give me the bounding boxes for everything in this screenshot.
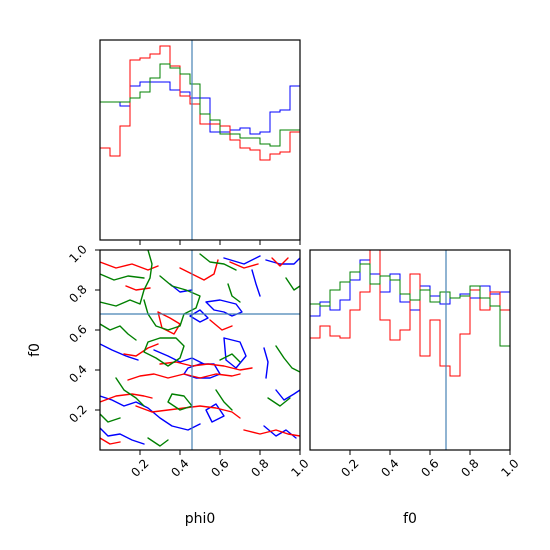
contour-series-2-line [271, 257, 289, 267]
phi0-histogram-ticks [139, 240, 301, 245]
contour-series-3-line [100, 413, 121, 423]
contour-series-3-line [275, 345, 300, 373]
contour-series-2-line [157, 311, 181, 335]
f0-histogram-frame [309, 249, 511, 451]
f0-y-axis-label: f0 [27, 343, 43, 357]
contour-series-1-line [223, 255, 261, 265]
contour-series-2-line [100, 393, 153, 403]
f0-histogram-series-2 [310, 249, 510, 377]
contour-series-1-line [251, 269, 261, 297]
contour-series-1-line [223, 337, 247, 369]
contour-series-3-line [215, 389, 233, 411]
contour-series-1-line [100, 343, 139, 361]
contour-series-2-line [209, 319, 233, 331]
contour-series-3-line [115, 377, 145, 407]
contour-series-3-line [227, 283, 241, 303]
contour-series-2-line [127, 373, 241, 381]
contour-series-1-line [275, 389, 300, 401]
phi0-x-axis-label: phi0 [185, 511, 216, 527]
contour-series-3-line [219, 353, 241, 363]
phi0-f0-contour-panel: 0.2 0.4 0.6 0.8 1.0 0.20.40.60.81.0 f0 phi0 [27, 242, 312, 527]
phi0-histogram-frame [99, 39, 301, 241]
contour-series-1-line [100, 395, 201, 431]
contour-series-2-line [243, 429, 300, 437]
phi0-histogram-series-1 [100, 81, 300, 135]
contour-series [100, 250, 300, 447]
contour-series-2-line [179, 259, 219, 281]
contour-series-3-line [285, 277, 300, 291]
f0-x-axis-label: f0 [403, 511, 417, 527]
phi0-histogram-series [100, 45, 300, 161]
contour-series-1-line [153, 349, 205, 365]
contour-series-3-line [147, 437, 169, 447]
contour-series-2-line [159, 361, 253, 371]
contour-series-3-line [199, 253, 237, 271]
contour-series-1-line [100, 427, 145, 445]
f0-histogram-series [310, 249, 510, 377]
contour-series-3-line [167, 393, 193, 411]
contour-panel-frame [99, 249, 301, 451]
contour-series-1-line [263, 347, 269, 379]
contour-series-1-line [205, 403, 225, 423]
contour-series-3-line [267, 397, 291, 407]
contour-series-2-line [229, 261, 259, 269]
contour-series-1-line [189, 309, 209, 323]
phi0-histogram-series-3 [100, 63, 300, 147]
contour-series-3-line [100, 250, 153, 307]
contour-series-3-line [100, 273, 145, 281]
contour-series-2-line [100, 437, 121, 445]
phi0-histogram-panel [99, 39, 301, 245]
contour-series-3-line [100, 323, 137, 341]
contour-series-1-line [265, 257, 300, 265]
f0-histogram-series-3 [310, 263, 510, 347]
contour-series-2-line [123, 343, 159, 357]
contour-series-3-line [143, 337, 185, 367]
